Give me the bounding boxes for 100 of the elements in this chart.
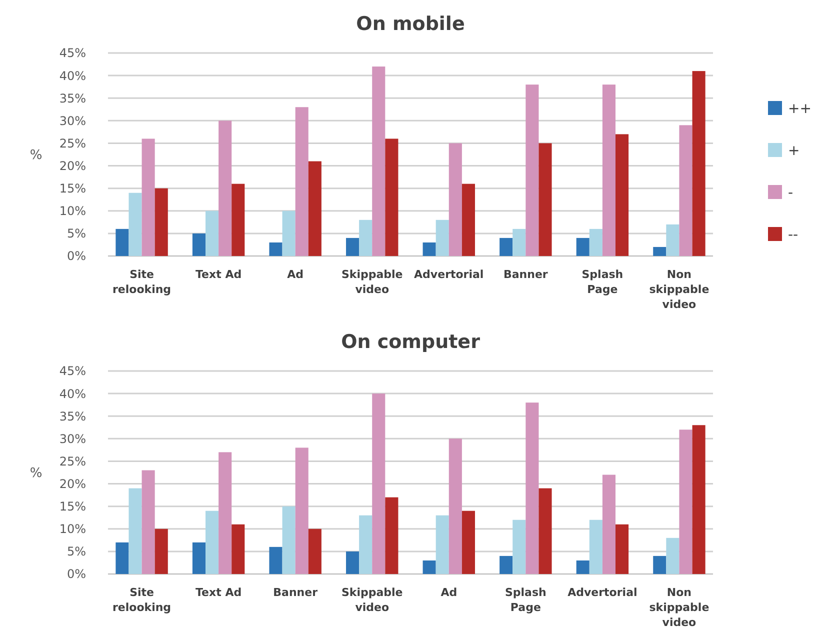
y-tick-label: 10% [59, 204, 86, 218]
bar [589, 228, 602, 256]
bar [282, 210, 296, 256]
bar [602, 474, 616, 574]
bar [422, 242, 436, 256]
bar [142, 138, 155, 256]
x-tick-label: Banner [503, 268, 548, 281]
chart-title: On computer [341, 331, 481, 353]
bar [462, 510, 475, 574]
y-tick-label: 15% [59, 182, 86, 196]
bar [526, 84, 539, 256]
x-tick-label: Site relooking [112, 586, 172, 614]
bar [128, 488, 142, 574]
x-tick-label: Non skippable video [649, 586, 710, 629]
x-tick-label: Splash Page [582, 268, 624, 296]
bar [512, 228, 526, 256]
bar [282, 506, 296, 574]
y-tick-label: 20% [59, 476, 86, 491]
y-tick-label: 35% [59, 409, 86, 424]
bar [142, 470, 155, 574]
y-axis-title: % [30, 466, 42, 482]
y-tick-label: 25% [59, 136, 86, 150]
bar [436, 515, 449, 574]
bar [512, 520, 526, 574]
bar [576, 560, 590, 574]
bar [679, 125, 692, 256]
bar [154, 528, 168, 574]
x-tick-label: Advertorial [414, 268, 484, 281]
bar [269, 546, 282, 574]
x-tick-label: Ad [287, 268, 304, 281]
bar [666, 538, 680, 574]
y-tick-label: 30% [59, 432, 86, 446]
bar [372, 394, 386, 574]
bar [372, 66, 386, 256]
bar [576, 238, 590, 256]
bar [232, 524, 245, 574]
x-tick-label: Splash Page [504, 586, 546, 614]
x-tick-label: Skippable video [341, 268, 403, 296]
bar [666, 224, 680, 256]
bar [359, 220, 372, 256]
y-tick-label: 40% [59, 386, 86, 401]
bar [116, 228, 129, 256]
legend-label: + [788, 142, 800, 159]
bar [679, 430, 692, 574]
bar [500, 238, 513, 256]
x-tick-label: Advertorial [568, 586, 638, 599]
x-tick-label: Text Ad [196, 268, 242, 281]
bar [269, 242, 282, 256]
x-tick-label: Non skippable video [649, 268, 710, 311]
bar [385, 138, 398, 256]
bar [422, 560, 436, 574]
bar [192, 542, 206, 574]
y-axis-title: % [30, 148, 42, 164]
bar [538, 143, 552, 256]
bar [526, 402, 539, 574]
bar [692, 425, 706, 574]
bar [154, 188, 168, 256]
bar [346, 551, 360, 574]
chart-title: On mobile [356, 13, 465, 35]
bar [218, 452, 232, 574]
bar [295, 107, 308, 256]
y-tick-label: 0% [66, 249, 86, 264]
x-tick-label: Site relooking [112, 268, 172, 296]
y-tick-label: 30% [59, 114, 86, 128]
bar [232, 184, 245, 256]
bar [192, 233, 206, 256]
bar [218, 120, 232, 256]
bar [500, 556, 513, 574]
legend-label: - [788, 184, 794, 201]
x-tick-label: Ad [440, 586, 458, 599]
bar [448, 438, 462, 574]
y-tick-label: 25% [59, 454, 86, 468]
bar [308, 528, 322, 574]
y-tick-label: 45% [59, 364, 86, 378]
y-tick-label: 35% [59, 91, 86, 106]
bar [206, 510, 219, 574]
x-tick-label: Skippable video [341, 586, 403, 614]
bar [308, 161, 322, 256]
y-tick-label: 5% [66, 544, 86, 559]
y-tick-label: 0% [66, 567, 86, 582]
bar [615, 134, 629, 256]
bar [653, 556, 666, 574]
bar [359, 515, 372, 574]
bar [346, 238, 360, 256]
bar [692, 71, 706, 256]
bar [448, 143, 462, 256]
y-tick-label: 20% [59, 158, 86, 173]
bar [206, 210, 219, 256]
y-tick-label: 5% [66, 226, 86, 241]
bar [589, 520, 602, 574]
y-tick-label: 10% [59, 522, 86, 536]
bar [436, 220, 449, 256]
bar [116, 542, 129, 574]
bar [538, 488, 552, 574]
x-tick-label: Text Ad [196, 586, 242, 599]
legend-label: ++ [788, 100, 812, 117]
legend-label: -- [788, 226, 798, 243]
y-tick-label: 45% [59, 46, 86, 60]
bar [653, 246, 666, 256]
bar [385, 497, 398, 574]
